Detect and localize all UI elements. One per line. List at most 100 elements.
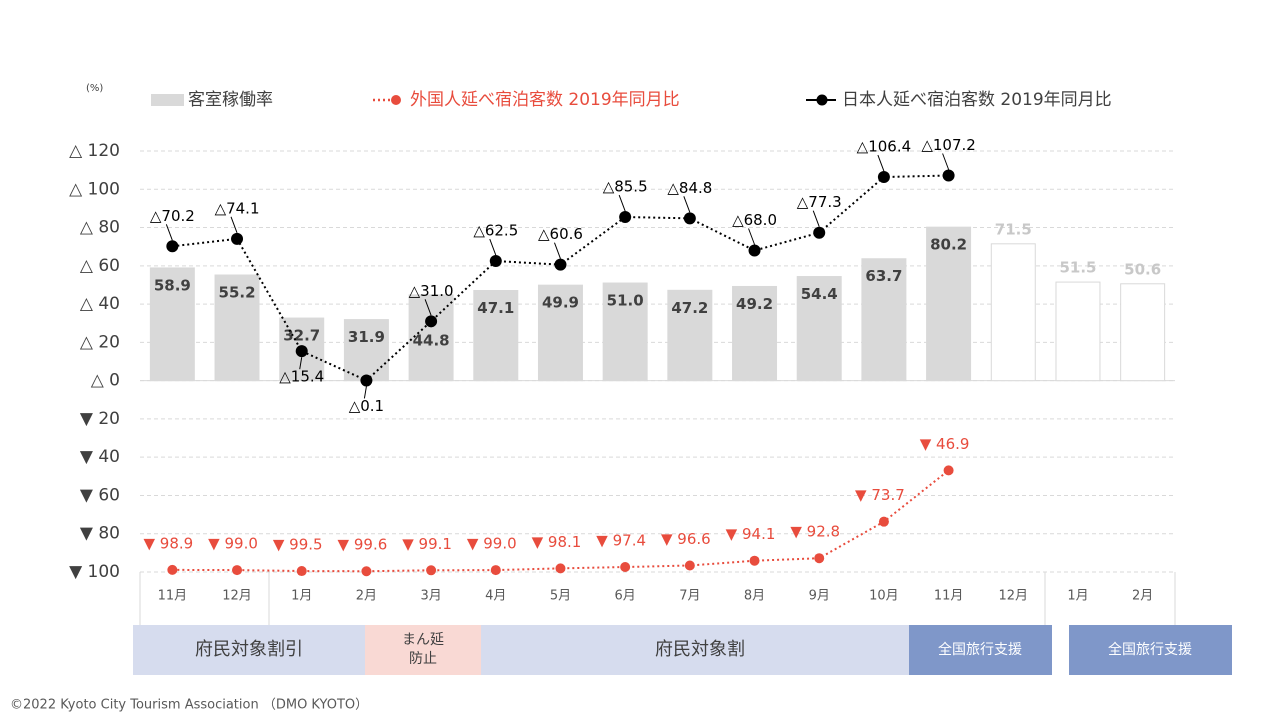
y-tick-label: △ 20 [80, 332, 120, 352]
bar [408, 294, 454, 382]
x-tick-label: 12月 [222, 589, 252, 604]
bar [667, 289, 713, 382]
bar-value-label: 44.8 [413, 331, 450, 349]
line-marker [232, 565, 243, 576]
y-tick-label: △ 60 [80, 256, 120, 276]
line-marker [619, 211, 632, 224]
line-value-label: ▼ 94.1 [726, 525, 776, 543]
line-value-label: ▼ 46.9 [920, 435, 970, 453]
line-value-label: ▼ 98.9 [143, 534, 193, 552]
leader-line [748, 228, 755, 245]
y-tick-label: ▼ 100 [69, 562, 120, 582]
line-value-label: ▼ 96.6 [661, 530, 711, 548]
bar-value-label: 49.2 [736, 295, 773, 313]
leader-line [363, 386, 367, 399]
x-tick-label: 12月 [999, 589, 1029, 604]
line-marker [296, 566, 307, 577]
legend-label: 外国人延べ宿泊客数 2019年同月比 [410, 90, 680, 110]
unit-label: (%) [86, 83, 103, 94]
line-marker [360, 374, 373, 387]
line-marker [295, 345, 308, 358]
x-tick-label: 4月 [485, 589, 506, 604]
bar-value-label: 58.9 [154, 276, 191, 294]
bar-value-label: 51.5 [1059, 259, 1096, 277]
bar-value-label: 49.9 [542, 294, 579, 312]
footer: ©2022 Kyoto City Tourism Association （DM… [10, 698, 368, 713]
legend-swatch [151, 94, 184, 106]
period-label: 全国旅行支援 [938, 641, 1022, 658]
y-tick-label: ▼ 60 [80, 485, 120, 505]
bar-value-label: 32.7 [283, 327, 320, 345]
line-value-label: ▼ 97.4 [596, 532, 646, 550]
x-tick-label: 9月 [809, 589, 830, 604]
period-label: 全国旅行支援 [1108, 641, 1192, 658]
line-value-label: ▼ 99.0 [208, 535, 258, 553]
bar [149, 267, 195, 382]
line-marker [620, 562, 631, 573]
x-tick-label: 2月 [356, 589, 377, 604]
bar-value-label: 80.2 [930, 236, 967, 254]
leader-line [618, 194, 626, 212]
line-value-label: △68.0 [732, 211, 777, 229]
period-band [1069, 625, 1232, 675]
line-marker [748, 244, 761, 257]
line-value-label: △62.5 [473, 222, 518, 240]
line-value-label: ▼ 99.1 [402, 535, 452, 553]
period-label: まん延 [402, 632, 444, 648]
legend-marker [816, 94, 828, 106]
leader-line [230, 216, 238, 234]
period-label: 防止 [409, 651, 437, 667]
line-value-label: △106.4 [857, 138, 911, 156]
x-tick-label: 2月 [1132, 589, 1153, 604]
bar [602, 282, 648, 382]
x-tick-label: 1月 [291, 589, 312, 604]
line-value-label: △31.0 [409, 282, 454, 300]
line-value-label: △74.1 [215, 199, 260, 217]
line-value-label: ▼ 99.6 [338, 536, 388, 554]
bar-value-label: 55.2 [219, 284, 256, 302]
line-marker [877, 171, 890, 184]
line-value-label: △84.8 [667, 179, 712, 197]
y-tick-label: △ 40 [80, 294, 120, 314]
line-marker [683, 212, 696, 225]
period-band [365, 625, 481, 675]
bar [1120, 283, 1166, 382]
period-band [909, 625, 1052, 675]
line-value-label: ▼ 92.8 [790, 523, 840, 541]
period-band [133, 625, 365, 675]
line-marker [361, 566, 372, 577]
line-value-label: △85.5 [603, 178, 648, 196]
x-tick-label: 7月 [679, 589, 700, 604]
x-tick-label: 1月 [1067, 589, 1088, 604]
line-value-label: ▼ 99.5 [273, 536, 323, 554]
leader-line [299, 357, 303, 370]
line-value-label: △70.2 [150, 207, 195, 225]
leader-line [877, 154, 885, 172]
line [172, 469, 950, 573]
leader-line [424, 299, 432, 316]
line-value-label: △0.1 [349, 397, 384, 415]
legend-label: 日本人延べ宿泊客数 2019年同月比 [842, 90, 1112, 110]
line-marker [878, 516, 889, 527]
bar [861, 258, 907, 382]
bar [214, 274, 260, 382]
period-label: 府民対象割引 [195, 639, 303, 660]
bar-value-label: 71.5 [995, 220, 1032, 238]
x-tick-label: 3月 [420, 589, 441, 604]
bar [1055, 281, 1101, 382]
bar-value-label: 31.9 [348, 328, 385, 346]
line-marker [684, 560, 695, 571]
line-value-label: ▼ 73.7 [855, 486, 905, 504]
bar-value-label: 51.0 [607, 292, 644, 310]
line-marker [813, 226, 826, 239]
bar [926, 226, 972, 382]
x-tick-label: 11月 [158, 589, 188, 604]
bar-value-label: 47.2 [671, 299, 708, 317]
line-value-label: ▼ 98.1 [532, 533, 582, 551]
line-marker [749, 555, 760, 566]
x-tick-label: 10月 [869, 589, 899, 604]
y-tick-label: △ 100 [69, 179, 120, 199]
y-tick-label: ▼ 80 [80, 524, 120, 544]
bar [473, 290, 519, 382]
